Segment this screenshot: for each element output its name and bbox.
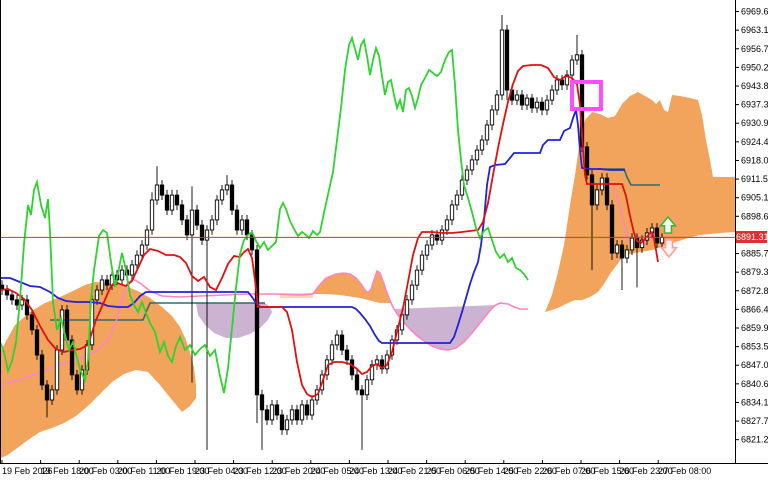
time-tick-label: 26 Feb 23:00 <box>620 466 673 476</box>
time-tick-label: 24 Feb 05:00 <box>311 466 364 476</box>
time-tick-label: 23 Feb 04:00 <box>195 466 248 476</box>
price-tick-label: 6905.10 <box>741 193 768 203</box>
price-tick-label: 6821.25 <box>741 435 768 445</box>
price-tick-label: 6866.40 <box>741 304 768 314</box>
price-tick-label: 6963.15 <box>741 25 768 35</box>
time-tick-label: 23 Feb 20:00 <box>272 466 325 476</box>
price-tick-label: 6930.90 <box>741 118 768 128</box>
price-tick-label: 6853.50 <box>741 342 768 352</box>
price-tick-label: 6847.05 <box>741 360 768 370</box>
time-tick-label: 20 Feb 03:00 <box>79 466 132 476</box>
price-tick-label: 6859.95 <box>741 323 768 333</box>
bear-cloud-polygon <box>394 305 497 350</box>
time-tick-label: 26 Feb 07:00 <box>542 466 595 476</box>
time-tick-label: 19 Feb 2026 <box>2 466 53 476</box>
bull-cloud-polygon <box>0 282 196 458</box>
time-tick-label: 26 Feb 15:00 <box>581 466 634 476</box>
price-tick-label: 6872.85 <box>741 286 768 296</box>
buy-signal-arrow[interactable] <box>658 215 678 234</box>
time-tick-label: 27 Feb 08:00 <box>658 466 711 476</box>
chikou-span-line <box>0 35 529 394</box>
bull-cloud-polygon <box>313 271 391 303</box>
price-tick-label: 6840.60 <box>741 379 768 389</box>
price-tick-label: 6885.75 <box>741 249 768 259</box>
price-tick-label: 6898.65 <box>741 211 768 221</box>
time-tick-label: 25 Feb 06:00 <box>427 466 480 476</box>
bid-price-label: 6891.31 <box>736 231 768 244</box>
kumo-cloud-bullish <box>0 92 735 458</box>
senkou-span-b-line <box>50 302 265 321</box>
time-tick-label: 24 Feb 21:00 <box>388 466 441 476</box>
price-tick-label: 6924.45 <box>741 137 768 147</box>
time-tick-label: 23 Feb 12:00 <box>234 466 287 476</box>
price-tick-label: 6827.70 <box>741 416 768 426</box>
price-tick-label: 6943.80 <box>741 81 768 91</box>
price-tick-label: 6911.55 <box>741 174 768 184</box>
plot-area[interactable] <box>0 15 768 458</box>
sell-signal-arrow[interactable] <box>659 239 679 259</box>
price-tick-label: 6937.35 <box>741 100 768 110</box>
kumo-cloud-bearish <box>196 303 497 350</box>
price-tick-label: 6950.25 <box>741 62 768 72</box>
time-tick-label: 20 Feb 11:00 <box>118 466 170 476</box>
price-axis[interactable]: 6969.60 6963.15 6956.70 6950.25 6943.80 6937.… <box>735 7 768 445</box>
bear-cloud-polygon <box>196 303 272 338</box>
price-tick-label: 6918.00 <box>741 155 768 165</box>
price-tick-label: 6879.30 <box>741 267 768 277</box>
time-tick-label: 24 Feb 13:00 <box>349 466 402 476</box>
kijun-sen-line <box>0 109 625 344</box>
time-tick-label: 19 Feb 18:00 <box>41 466 94 476</box>
price-tick-label: 6956.70 <box>741 44 768 54</box>
price-tick-label: 6834.15 <box>741 397 768 407</box>
price-tick-label: 6969.60 <box>741 7 768 17</box>
time-tick-label: 25 Feb 22:00 <box>504 466 557 476</box>
time-tick-label: 20 Feb 19:00 <box>156 466 209 476</box>
senkou-span-b-line <box>598 168 660 186</box>
highlight-rectangle[interactable] <box>570 80 603 111</box>
bull-cloud-polygon <box>545 92 735 312</box>
time-tick-label: 25 Feb 14:00 <box>465 466 518 476</box>
